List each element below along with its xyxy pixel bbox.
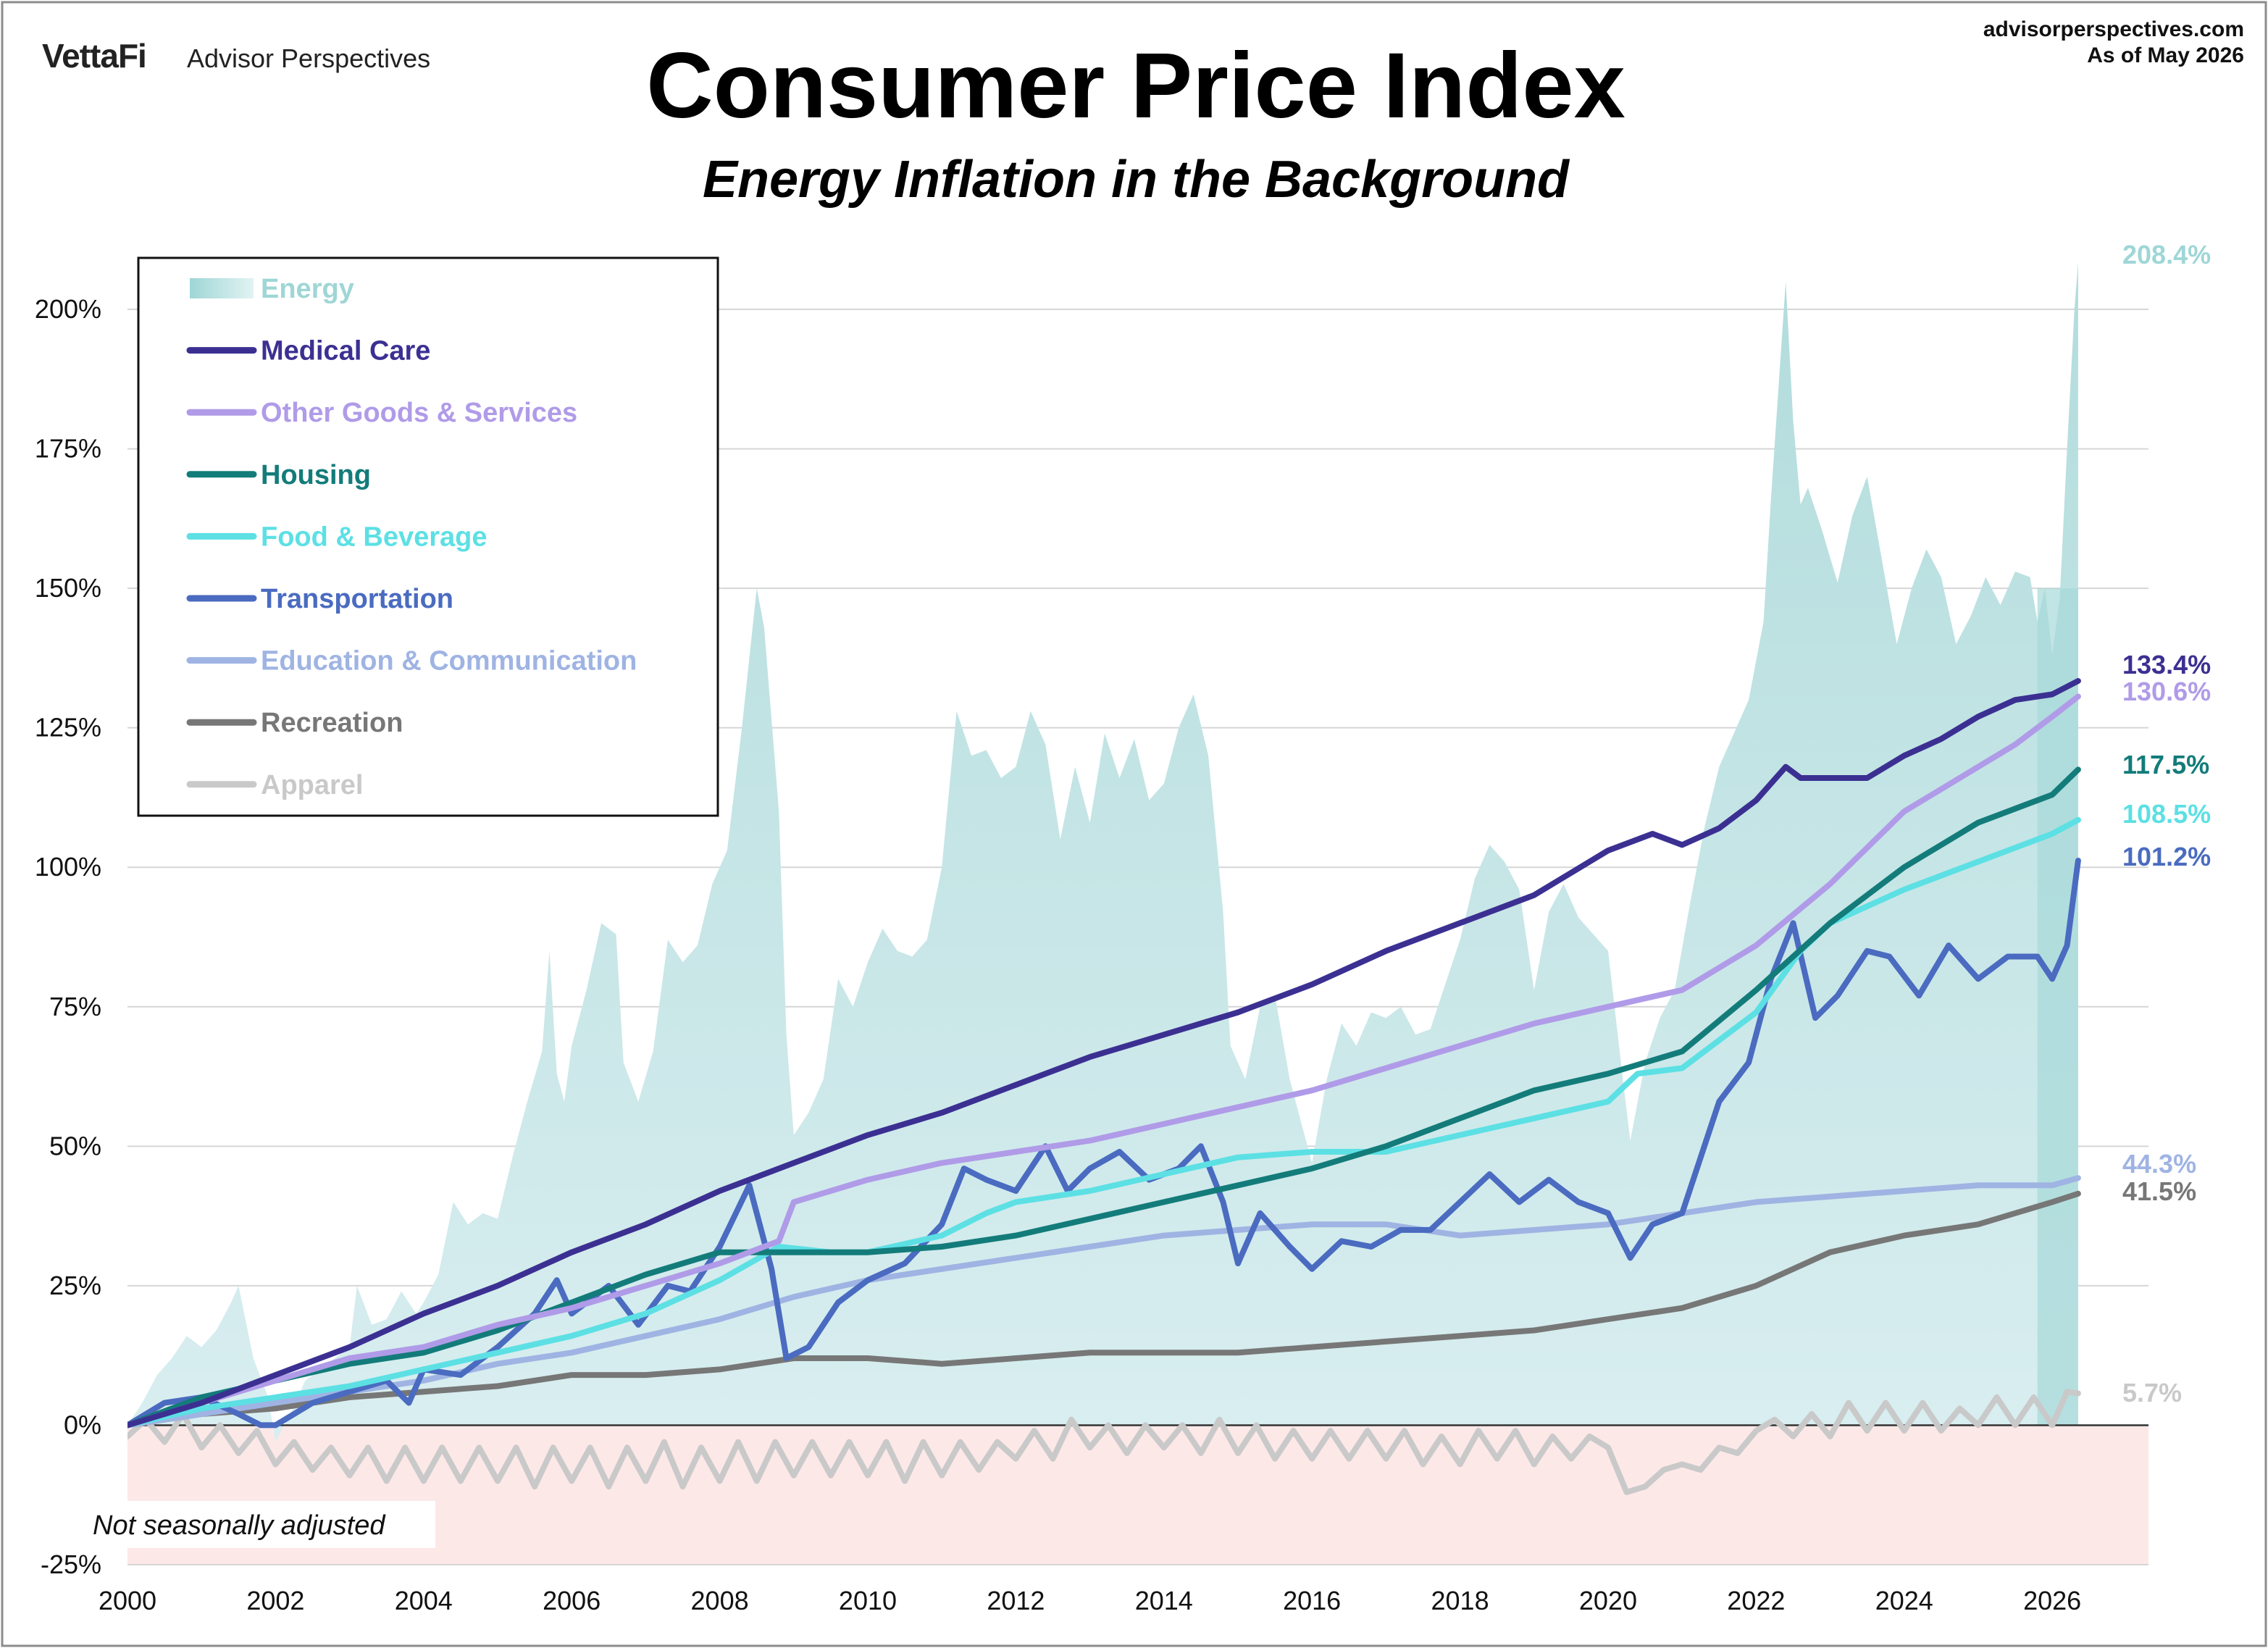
- x-axis: 2000 2002 2004 2006 2008 2010 2012 2014 2016 2018…: [99, 1586, 2081, 1615]
- x-tick-label: 2020: [1579, 1586, 1637, 1615]
- site-url: advisorperspectives.com: [1983, 17, 2244, 41]
- end-label-education-communication: 44.3%: [2122, 1149, 2196, 1179]
- as-of-date: As of May 2026: [2087, 43, 2244, 67]
- end-label-apparel: 5.7%: [2122, 1378, 2182, 1408]
- series-line-medical-care: [127, 678, 2081, 1429]
- x-tick-label: 2012: [987, 1586, 1045, 1615]
- x-tick-label: 2000: [99, 1586, 156, 1615]
- series-line-other-goods-services: [127, 693, 2081, 1429]
- end-label-food-beverage: 108.5%: [2122, 799, 2211, 829]
- series-line-apparel: [127, 1389, 2081, 1495]
- legend: Energy Medical Care Other Goods & Services…: [137, 256, 719, 817]
- x-tick-label: 2016: [1283, 1586, 1341, 1615]
- note-box: [78, 1501, 435, 1548]
- legend-label-transportation: Transportation: [261, 584, 453, 614]
- y-tick-label: 50%: [49, 1131, 101, 1160]
- legend-label-medical-care: Medical Care: [261, 336, 430, 367]
- y-tick-label: 0%: [64, 1410, 101, 1439]
- seasonal-adjustment-note: Not seasonally adjusted: [93, 1510, 386, 1541]
- x-tick-label: 2018: [1431, 1586, 1489, 1615]
- negative-band-fill: [127, 1425, 2148, 1565]
- y-tick-label: 175%: [35, 434, 101, 464]
- series-line-recreation: [127, 1190, 2081, 1429]
- y-axis: -25% 0% 25% 50% 75% 100% 125% 150% 175% 200%: [35, 294, 101, 1579]
- y-tick-label: -25%: [41, 1549, 101, 1579]
- x-tick-label: 2026: [2023, 1586, 2081, 1615]
- end-label-other-goods-services: 130.6%: [2122, 677, 2211, 706]
- y-tick-label: 75%: [49, 992, 101, 1021]
- legend-swatch-energy: [190, 278, 254, 298]
- legend-label-recreation: Recreation: [261, 708, 403, 738]
- x-tick-label: 2006: [543, 1586, 601, 1615]
- legend-label-food-beverage: Food & Beverage: [261, 522, 488, 552]
- chart-title: Consumer Price Index: [646, 34, 1625, 138]
- y-tick-label: 125%: [35, 713, 101, 743]
- end-label-housing: 117.5%: [2122, 750, 2209, 779]
- negative-region-band: [127, 1425, 2148, 1565]
- brand-logo: VettaFi: [42, 37, 146, 75]
- x-tick-label: 2008: [691, 1586, 749, 1615]
- legend-label-other-goods-services: Other Goods & Services: [261, 398, 577, 428]
- end-label-medical-care: 133.4%: [2122, 650, 2211, 679]
- x-tick-label: 2002: [246, 1586, 304, 1615]
- y-tick-label: 200%: [35, 294, 101, 324]
- series-line-food-beverage: [127, 816, 2081, 1429]
- end-value-labels: 208.4% 133.4%130.6% 117.5% 108.5% 101.2% 44.3…: [2122, 240, 2211, 1408]
- series-lines: [127, 678, 2081, 1495]
- x-tick-label: 2024: [1875, 1586, 1933, 1615]
- y-tick-label: 150%: [35, 573, 101, 603]
- brand-name: Advisor Perspectives: [187, 43, 430, 73]
- x-tick-label: 2014: [1135, 1586, 1193, 1615]
- series-line-housing: [127, 766, 2081, 1429]
- end-label-recreation: 41.5%: [2122, 1176, 2196, 1206]
- y-tick-label: 100%: [35, 852, 101, 882]
- x-tick-label: 2022: [1727, 1586, 1785, 1615]
- x-tick-label: 2004: [395, 1586, 453, 1615]
- legend-label-housing: Housing: [261, 460, 371, 490]
- legend-label-education-communication: Education & Communication: [261, 646, 637, 677]
- energy-area-layer: [127, 262, 2078, 1442]
- end-label-transportation: 101.2%: [2122, 842, 2211, 871]
- energy-recent-band: [2037, 588, 2078, 1426]
- legend-label-apparel: Apparel: [261, 770, 363, 800]
- y-tick-label: 25%: [49, 1271, 101, 1300]
- energy-area: [127, 262, 2078, 1442]
- x-tick-label: 2010: [839, 1586, 897, 1615]
- legend-label-energy: Energy: [261, 274, 354, 304]
- end-label-energy: 208.4%: [2122, 240, 2211, 269]
- chart-subtitle: Energy Inflation in the Background: [703, 151, 1570, 209]
